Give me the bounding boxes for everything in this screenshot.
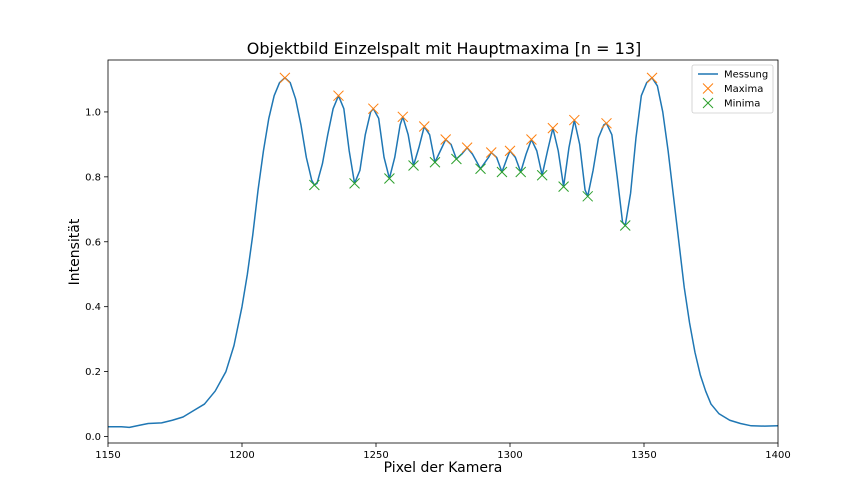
plot-frame xyxy=(107,59,779,444)
maxima-point-12-stroke-b xyxy=(601,117,612,129)
minima-point-9 xyxy=(536,169,548,181)
minima-point-0-stroke-b xyxy=(309,179,320,191)
maxima-point-0-stroke-b xyxy=(279,72,291,84)
minima-point-3 xyxy=(408,160,419,171)
maxima-point-7-stroke-b xyxy=(485,147,497,158)
maxima-point-7 xyxy=(485,147,497,158)
legend-minima-x xyxy=(702,97,714,109)
y-tick-label-2: 0.4 xyxy=(85,302,101,313)
series-line-messung xyxy=(108,77,779,429)
minima-point-2-stroke-b xyxy=(384,173,395,184)
minima-point-5-stroke-b xyxy=(451,153,462,165)
minima-point-8-stroke-b xyxy=(515,166,527,178)
minima-point-3-stroke-b xyxy=(408,160,419,171)
chart-title: Objektbild Einzelspalt mit Hauptmaxima [… xyxy=(247,39,642,58)
maxima-point-8 xyxy=(504,145,516,157)
minima-point-0 xyxy=(309,179,320,191)
maxima-point-4-stroke-b xyxy=(418,121,430,132)
legend-maxima-marker xyxy=(702,83,714,94)
minima-point-12-stroke-b xyxy=(619,220,631,231)
minima-point-1-stroke-b xyxy=(349,177,360,189)
y-tick-label-3: 0.6 xyxy=(85,237,101,248)
x-tick-label-1: 1200 xyxy=(229,450,254,461)
legend-minima-marker xyxy=(702,97,714,109)
minima-point-9-stroke-b xyxy=(536,169,548,181)
maxima-point-6-stroke-b xyxy=(461,142,473,153)
legend-maxima-x xyxy=(702,83,714,94)
maxima-point-5-stroke-b xyxy=(440,134,452,145)
legend-entry-messung: Messung xyxy=(724,70,768,81)
maxima-point-1 xyxy=(333,90,344,102)
maxima-point-13 xyxy=(646,72,658,84)
legend: Messung Maxima Minima xyxy=(691,64,774,114)
maxima-point-1-stroke-b xyxy=(333,90,344,102)
x-tick-label-2: 1250 xyxy=(363,450,388,461)
plot-area xyxy=(108,72,779,429)
maxima-point-8-stroke-b xyxy=(504,145,516,157)
minima-point-4 xyxy=(429,156,441,168)
legend-box xyxy=(691,64,774,114)
y-axis: 0.0 0.2 0.4 0.6 0.8 1.0 xyxy=(85,107,108,443)
y-tick-label-1: 0.2 xyxy=(85,367,101,378)
maxima-point-2 xyxy=(367,103,379,115)
maxima-point-5 xyxy=(440,134,452,145)
maxima-point-2-stroke-b xyxy=(367,103,379,115)
maxima-point-10 xyxy=(547,122,559,134)
y-tick-label-5: 1.0 xyxy=(85,107,101,118)
x-tick-label-3: 1300 xyxy=(497,450,522,461)
y-tick-label-0: 0.0 xyxy=(85,432,101,443)
maxima-point-12 xyxy=(601,117,612,129)
maxima-point-6 xyxy=(461,142,473,153)
minima-point-6-stroke-b xyxy=(475,163,486,175)
maxima-point-4 xyxy=(418,121,430,132)
x-tick-label-5: 1400 xyxy=(765,450,790,461)
x-axis-label: Pixel der Kamera xyxy=(384,460,503,476)
maxima-point-13-stroke-b xyxy=(646,72,658,84)
minima-point-7 xyxy=(496,166,508,178)
minima-point-10-stroke-b xyxy=(558,181,569,192)
minima-point-6 xyxy=(475,163,486,175)
legend-entry-minima: Minima xyxy=(724,99,760,110)
legend-entry-maxima: Maxima xyxy=(724,84,763,95)
x-tick-label-4: 1350 xyxy=(631,450,656,461)
maxima-point-9 xyxy=(526,134,537,145)
minima-point-12 xyxy=(619,220,631,231)
minima-point-2 xyxy=(384,173,395,184)
maxima-point-10-stroke-b xyxy=(547,122,559,134)
minima-point-11-stroke-b xyxy=(582,190,594,202)
maxima-point-0 xyxy=(279,72,291,84)
x-tick-label-0: 1150 xyxy=(95,450,120,461)
minima-point-10 xyxy=(558,181,569,192)
y-axis-label: Intensität xyxy=(67,218,83,285)
maxima-point-3 xyxy=(397,111,409,123)
legend-maxima-x-stroke-b xyxy=(702,83,714,94)
maxima-point-3-stroke-b xyxy=(397,111,409,123)
minima-point-11 xyxy=(582,190,594,202)
minima-point-4-stroke-b xyxy=(429,156,441,168)
x-axis: 1150 1200 1250 1300 1350 1400 xyxy=(95,443,791,461)
minima-point-7-stroke-b xyxy=(496,166,508,178)
minima-point-8 xyxy=(515,166,527,178)
minima-point-1 xyxy=(349,177,360,189)
maxima-point-11-stroke-b xyxy=(568,114,580,126)
maxima-point-9-stroke-b xyxy=(526,134,537,145)
legend-minima-x-stroke-b xyxy=(702,97,714,109)
minima-point-5 xyxy=(451,153,462,165)
maxima-point-11 xyxy=(568,114,580,126)
y-tick-label-4: 0.8 xyxy=(85,172,101,183)
